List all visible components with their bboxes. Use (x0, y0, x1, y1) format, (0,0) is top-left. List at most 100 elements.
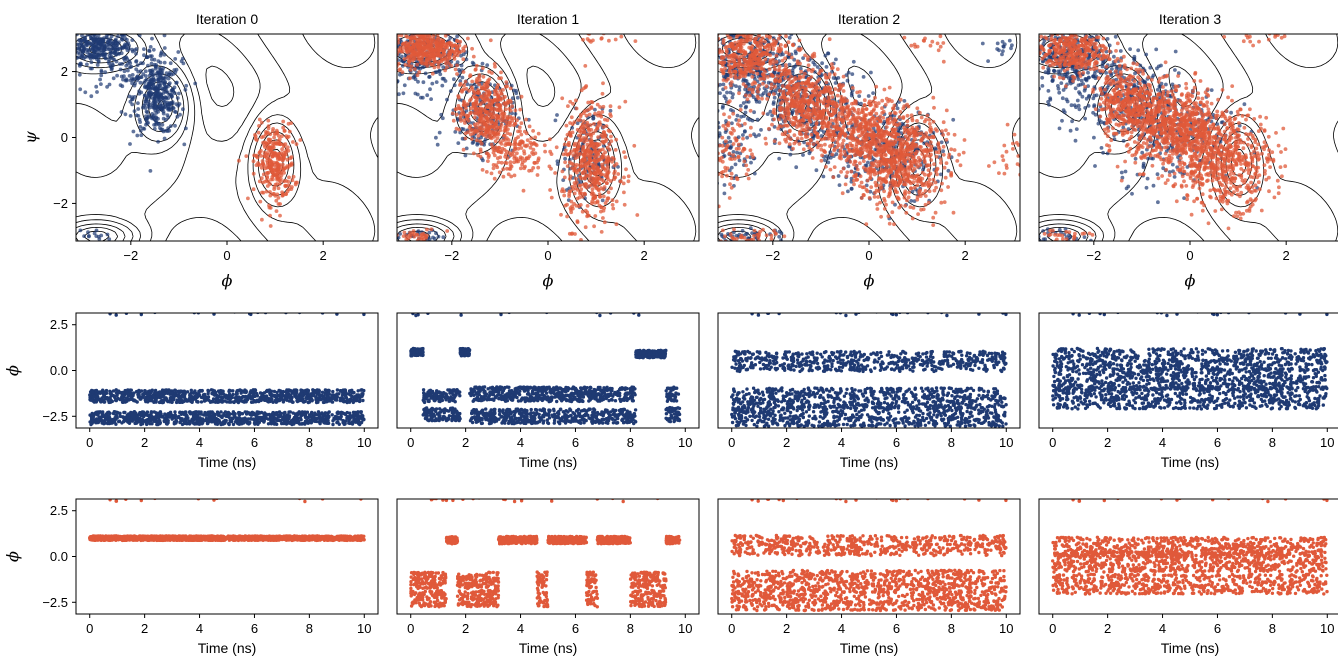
point-orange (588, 132, 592, 137)
point-orange (568, 99, 573, 104)
point-orange (478, 139, 482, 144)
point-blue (713, 76, 717, 80)
point-orange (410, 232, 415, 237)
point-orange (596, 113, 600, 118)
point-blue (807, 151, 812, 156)
point-blue (951, 117, 956, 122)
point-blue (814, 168, 819, 173)
point-orange (785, 106, 790, 110)
point-orange (484, 80, 489, 85)
point-orange (403, 63, 408, 67)
point-orange (729, 71, 733, 76)
point-orange (752, 56, 757, 61)
point-orange (268, 190, 272, 194)
point-orange (706, 38, 710, 42)
point-orange (379, 60, 383, 64)
point-orange (743, 19, 747, 23)
point-orange (820, 90, 825, 94)
point-blue (85, 34, 90, 37)
point-orange (592, 224, 596, 229)
point-orange (760, 27, 764, 31)
point-orange (582, 191, 587, 196)
point-orange (483, 130, 488, 135)
point-blue (456, 141, 461, 146)
point-orange (494, 107, 498, 111)
point-orange (566, 104, 570, 108)
point-blue (69, 57, 73, 61)
point-orange (407, 59, 411, 64)
point-orange (437, 48, 442, 53)
point-blue (128, 78, 133, 83)
point-orange (792, 133, 797, 138)
point-orange (495, 146, 500, 151)
point-orange (720, 49, 725, 54)
point-orange (745, 16, 749, 20)
point-blue (416, 229, 421, 234)
point-blue (89, 60, 94, 65)
point-orange (769, 86, 774, 91)
point-orange (506, 127, 510, 132)
point-orange (294, 142, 299, 147)
point-orange (515, 158, 519, 163)
point-orange (739, 67, 744, 72)
point-orange (812, 129, 817, 134)
x-axis-label: ϕ (222, 271, 233, 290)
point-orange (408, 67, 413, 72)
point-blue (705, 163, 709, 167)
point-orange (789, 74, 793, 79)
point-blue (83, 35, 87, 40)
point-orange (783, 56, 787, 61)
point-blue (369, 61, 373, 65)
point-orange (724, 79, 729, 83)
point-orange (275, 171, 280, 175)
point-orange (614, 137, 619, 142)
point-orange (696, 18, 700, 22)
point-blue (160, 122, 165, 127)
point-orange (697, 27, 701, 31)
point-orange (762, 50, 767, 55)
point-orange (755, 44, 760, 48)
point-blue (752, 132, 756, 137)
point-orange (626, 179, 631, 184)
point-orange (458, 39, 463, 44)
point-blue (150, 54, 154, 58)
point-orange (753, 66, 757, 70)
point-blue (37, 35, 41, 39)
x-tick-label: 0 (544, 248, 551, 263)
point-orange (469, 128, 473, 133)
point-blue (794, 165, 799, 170)
point-orange (604, 174, 609, 179)
point-orange (503, 154, 508, 159)
point-blue (455, 60, 460, 65)
point-blue (726, 28, 730, 32)
point-blue (145, 110, 150, 115)
point-orange (509, 153, 513, 158)
point-orange (827, 37, 832, 42)
point-blue (128, 114, 133, 118)
point-orange (402, 25, 406, 29)
point-orange (574, 98, 578, 103)
point-orange (472, 91, 477, 95)
point-blue (118, 67, 123, 72)
point-orange (733, 30, 737, 34)
point-orange (414, 53, 418, 58)
point-blue (111, 27, 115, 31)
point-blue (687, 50, 691, 54)
point-orange (458, 116, 463, 120)
point-orange (522, 149, 526, 154)
point-orange (445, 45, 449, 50)
point-blue (161, 106, 166, 110)
point-orange (755, 61, 760, 66)
point-orange (419, 244, 423, 248)
point-blue (485, 63, 490, 67)
point-orange (525, 138, 530, 143)
point-blue (162, 52, 167, 57)
point-orange (723, 85, 728, 90)
point-blue (113, 50, 117, 54)
point-orange (817, 71, 822, 76)
point-orange (516, 146, 521, 151)
point-orange (487, 109, 492, 114)
point-orange (501, 138, 505, 143)
point-blue (166, 115, 171, 120)
point-orange (417, 22, 421, 26)
